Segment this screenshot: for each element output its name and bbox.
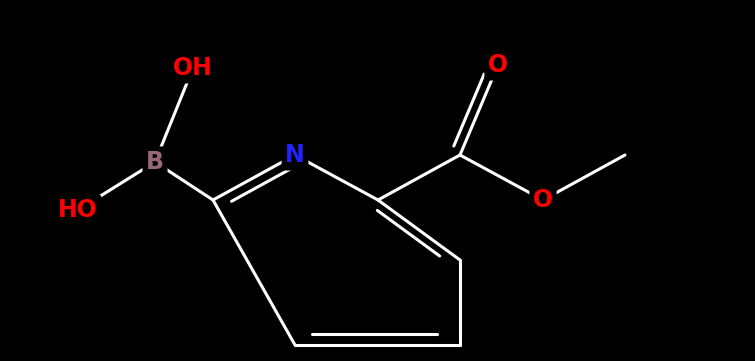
Text: N: N <box>285 143 305 167</box>
Text: O: O <box>488 53 508 77</box>
Text: O: O <box>533 188 553 212</box>
Text: HO: HO <box>58 198 98 222</box>
Text: B: B <box>146 150 164 174</box>
Text: OH: OH <box>173 56 213 80</box>
